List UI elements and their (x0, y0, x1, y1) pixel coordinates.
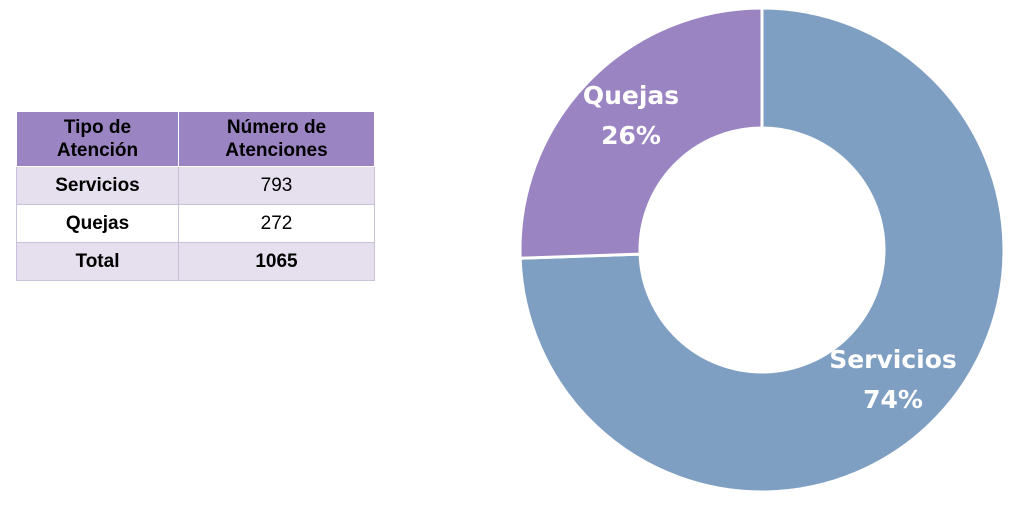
slice-percent-quejas: 26% (601, 121, 661, 150)
donut-slice-quejas (518, 6, 764, 260)
row-value: 272 (178, 204, 375, 243)
row-value: 793 (178, 166, 375, 205)
slice-percent-servicios: 74% (863, 385, 923, 414)
header-tipo-atencion: Tipo de Atención (16, 111, 179, 167)
total-label: Total (16, 242, 179, 281)
header-tipo-atencion-line2: Atención (56, 140, 139, 161)
header-numero-atenciones-line2: Atenciones (225, 140, 328, 161)
attention-summary-table: Tipo de Atención Número de Atenciones Se… (16, 111, 375, 281)
slice-label-servicios: Servicios (829, 345, 957, 374)
header-numero-atenciones: Número de Atenciones (178, 111, 375, 167)
donut-labels: Servicios 74% Quejas 26% (583, 81, 957, 414)
table-row-total: Total 1065 (16, 242, 375, 281)
table-header-row: Tipo de Atención Número de Atenciones (16, 111, 375, 167)
total-value: 1065 (178, 242, 375, 281)
row-category: Quejas (16, 204, 179, 243)
table-row: Servicios 793 (16, 166, 375, 205)
slice-label-quejas: Quejas (583, 81, 679, 110)
header-numero-atenciones-line1: Número de (226, 117, 327, 138)
row-category: Servicios (16, 166, 179, 205)
table-row: Quejas 272 (16, 204, 375, 243)
donut-slice-servicios (518, 6, 1006, 494)
donut-slices (518, 6, 1006, 494)
header-tipo-atencion-line1: Tipo de (63, 117, 132, 138)
